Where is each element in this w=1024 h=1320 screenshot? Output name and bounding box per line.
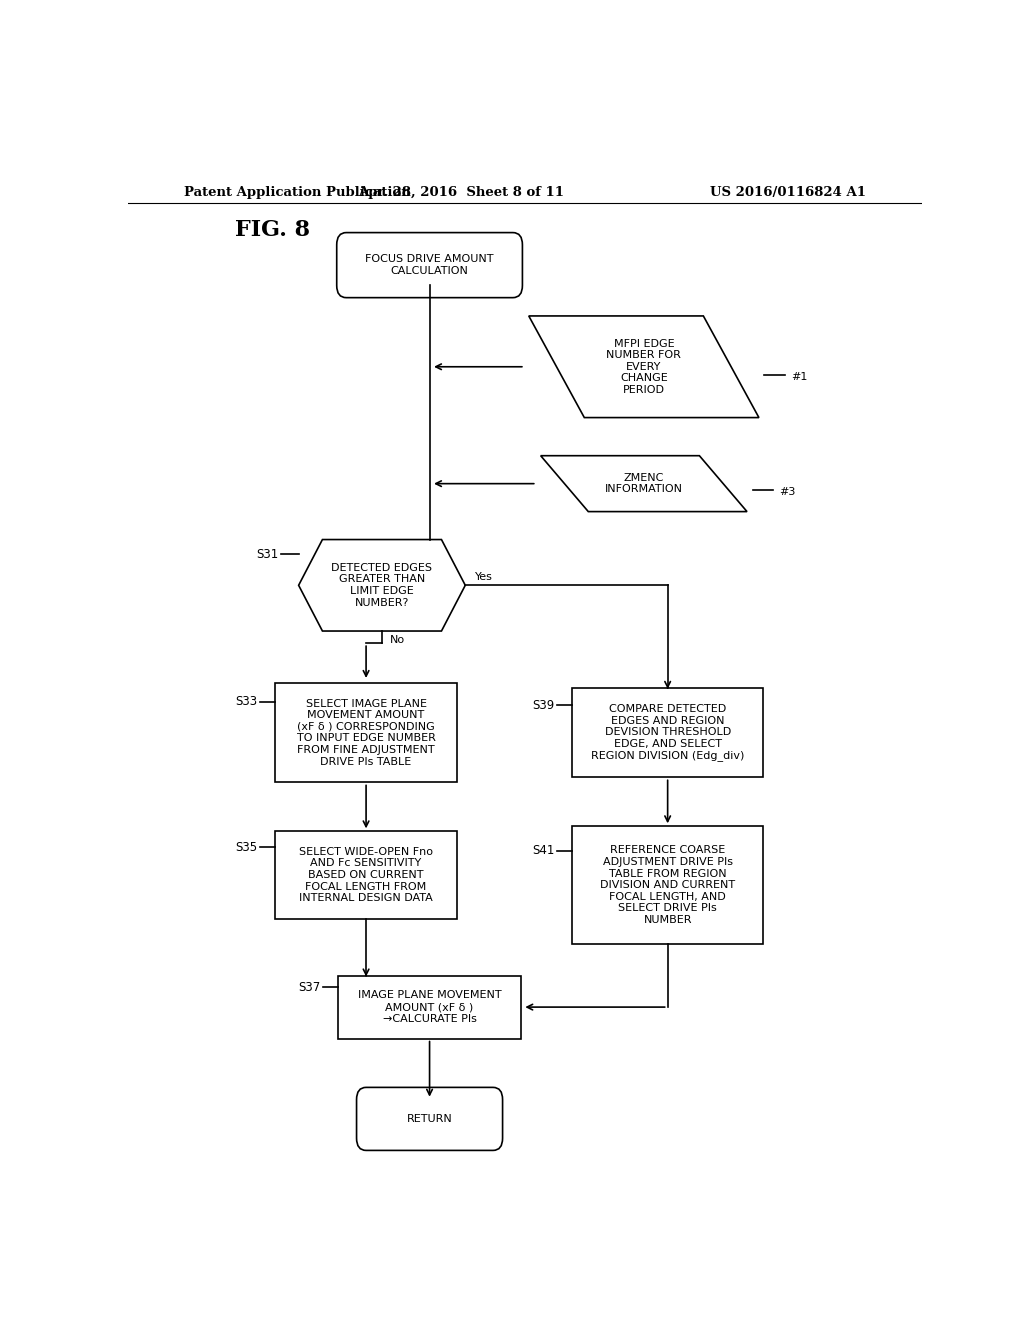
Polygon shape [299, 540, 465, 631]
Bar [338, 975, 521, 1039]
Polygon shape [541, 455, 748, 512]
Text: No: No [390, 635, 406, 645]
Text: #3: #3 [779, 487, 795, 496]
Text: MFPI EDGE
NUMBER FOR
EVERY
CHANGE
PERIOD: MFPI EDGE NUMBER FOR EVERY CHANGE PERIOD [606, 338, 681, 395]
Text: REFERENCE COARSE
ADJUSTMENT DRIVE PIs
TABLE FROM REGION
DIVISION AND CURRENT
FOC: REFERENCE COARSE ADJUSTMENT DRIVE PIs TA… [600, 845, 735, 925]
Text: #1: #1 [791, 372, 807, 381]
Text: US 2016/0116824 A1: US 2016/0116824 A1 [710, 186, 866, 199]
Text: S33: S33 [236, 696, 257, 708]
Text: SELECT WIDE-OPEN Fno
AND Fc SENSITIVITY
BASED ON CURRENT
FOCAL LENGTH FROM
INTER: SELECT WIDE-OPEN Fno AND Fc SENSITIVITY … [299, 846, 433, 903]
Text: S35: S35 [236, 841, 257, 854]
Text: S31: S31 [257, 548, 279, 561]
FancyBboxPatch shape [337, 232, 522, 297]
Bar [572, 826, 763, 944]
FancyBboxPatch shape [356, 1088, 503, 1151]
Text: FIG. 8: FIG. 8 [236, 219, 310, 240]
Text: S37: S37 [299, 981, 321, 994]
Text: SELECT IMAGE PLANE
MOVEMENT AMOUNT
(xF δ ) CORRESPONDING
TO INPUT EDGE NUMBER
FR: SELECT IMAGE PLANE MOVEMENT AMOUNT (xF δ… [297, 698, 435, 767]
Text: S41: S41 [532, 843, 555, 857]
Text: ZMENC
INFORMATION: ZMENC INFORMATION [605, 473, 683, 495]
Text: RETURN: RETURN [407, 1114, 453, 1123]
Text: IMAGE PLANE MOVEMENT
AMOUNT (xF δ )
→CALCURATE PIs: IMAGE PLANE MOVEMENT AMOUNT (xF δ ) →CAL… [357, 990, 502, 1024]
Text: S39: S39 [532, 698, 555, 711]
Text: COMPARE DETECTED
EDGES AND REGION
DEVISION THRESHOLD
EDGE, AND SELECT
REGION DIV: COMPARE DETECTED EDGES AND REGION DEVISI… [591, 704, 744, 762]
Text: Apr. 28, 2016  Sheet 8 of 11: Apr. 28, 2016 Sheet 8 of 11 [358, 186, 564, 199]
Text: FOCUS DRIVE AMOUNT
CALCULATION: FOCUS DRIVE AMOUNT CALCULATION [366, 255, 494, 276]
Text: Yes: Yes [475, 572, 493, 582]
Bar [572, 688, 763, 777]
Bar [274, 832, 458, 919]
Polygon shape [528, 315, 759, 417]
Text: DETECTED EDGES
GREATER THAN
LIMIT EDGE
NUMBER?: DETECTED EDGES GREATER THAN LIMIT EDGE N… [332, 562, 432, 607]
Bar [274, 682, 458, 783]
Text: Patent Application Publication: Patent Application Publication [183, 186, 411, 199]
